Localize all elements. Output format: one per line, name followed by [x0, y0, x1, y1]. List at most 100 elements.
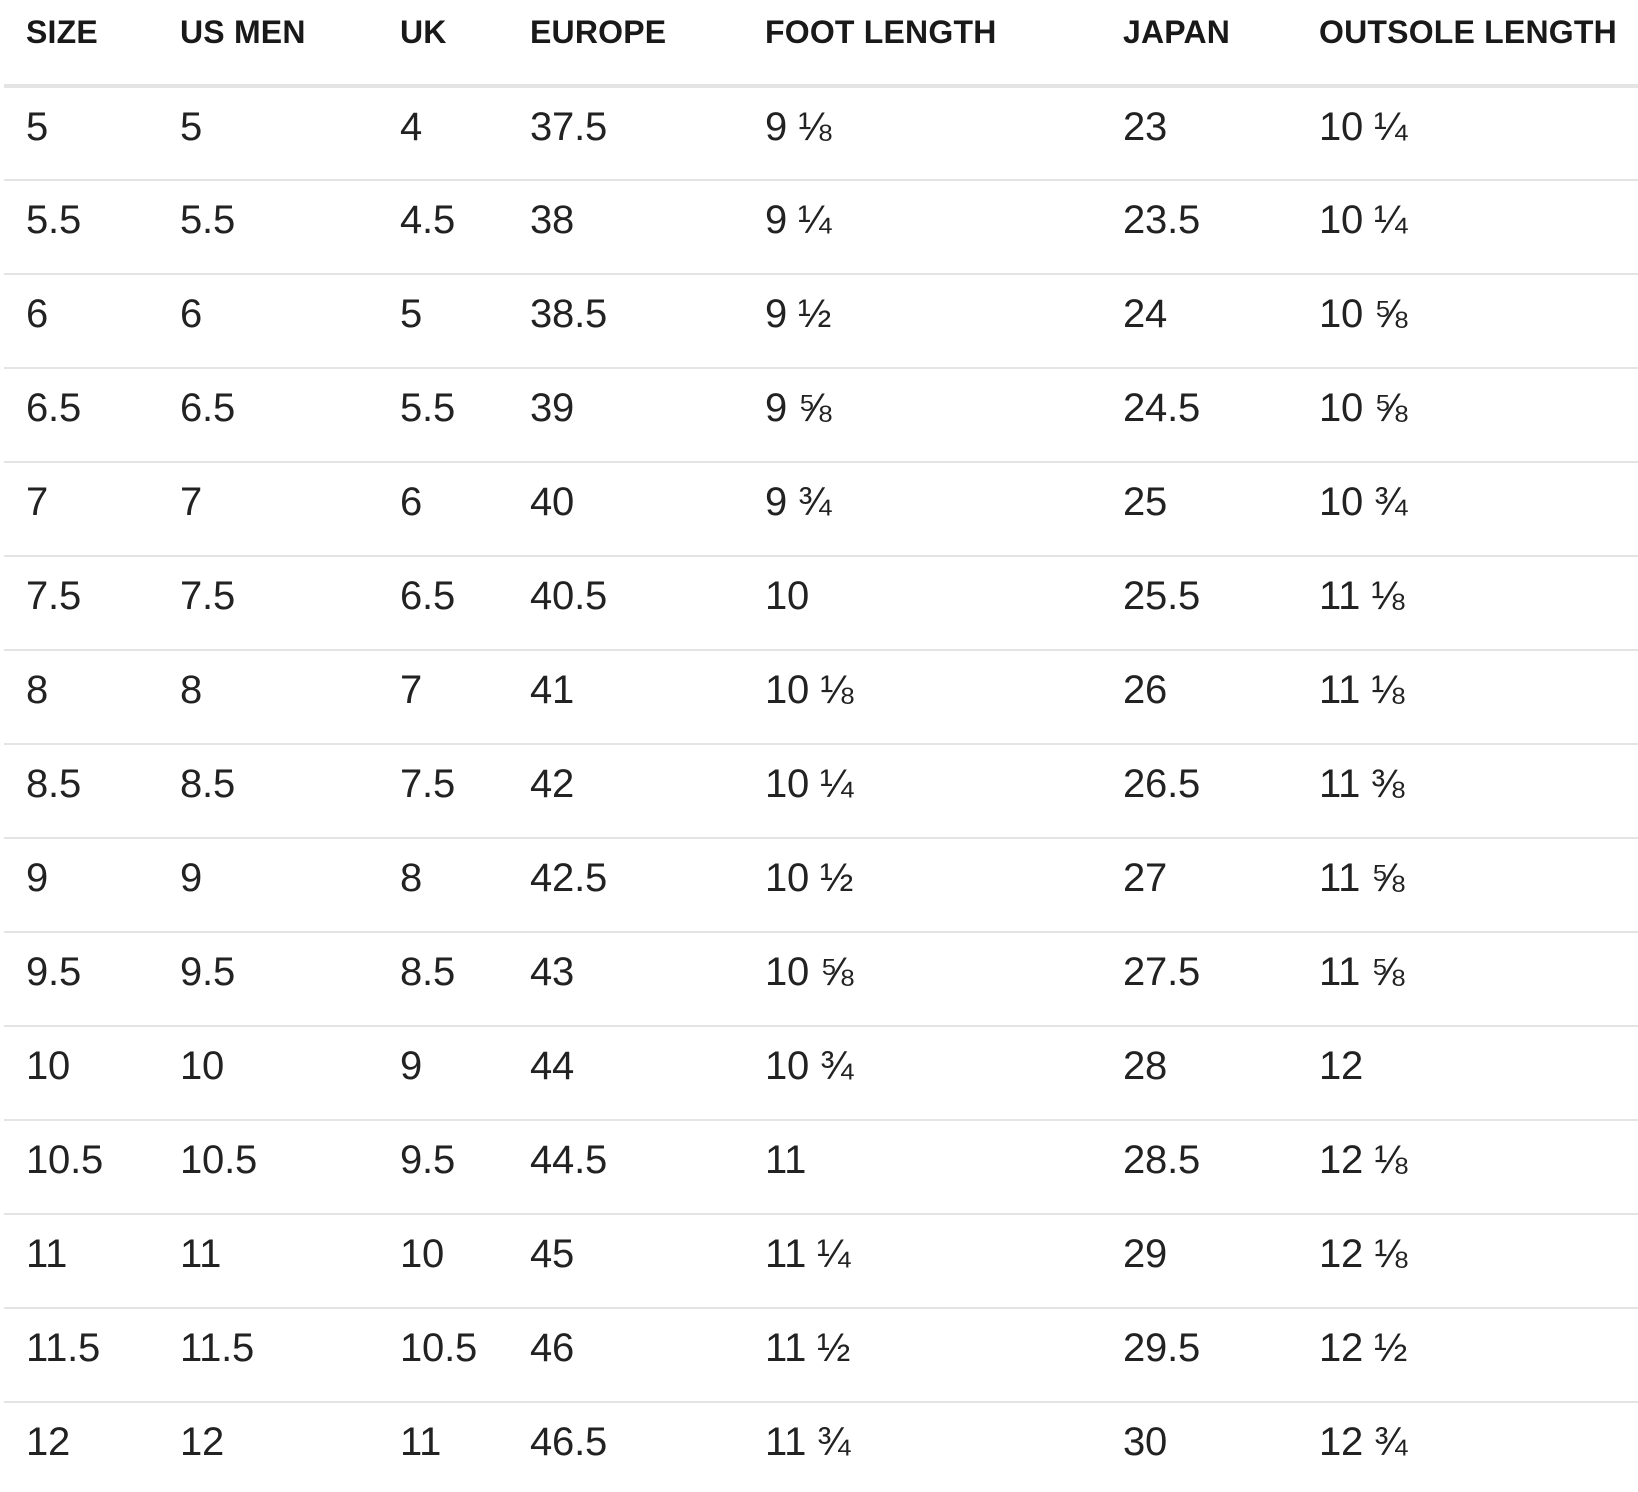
table-cell-japan: 28.5	[1123, 1120, 1319, 1215]
table-cell-uk: 6.5	[400, 556, 530, 651]
table-cell-outsole-length: 10 ⅝	[1319, 368, 1638, 463]
table-cell-uk: 8.5	[400, 932, 530, 1027]
table-cell-foot-length: 11 ¼	[765, 1214, 1123, 1309]
table-cell-us-men: 7.5	[180, 556, 400, 651]
column-header-outsole-length: OUTSOLE LENGTH	[1319, 0, 1638, 88]
table-cell-us-men: 12	[180, 1402, 400, 1492]
table-cell-foot-length: 11 ½	[765, 1308, 1123, 1403]
table-cell-europe: 40	[530, 462, 765, 557]
table-row: 7 7 6 40 9 ¾ 25 10 ¾	[4, 462, 1638, 557]
table-cell-foot-length: 9 ⅝	[765, 368, 1123, 463]
table-cell-us-men: 8	[180, 650, 400, 745]
table-cell-us-men: 11	[180, 1214, 400, 1309]
table-cell-japan: 27.5	[1123, 932, 1319, 1027]
table-row: 6.5 6.5 5.5 39 9 ⅝ 24.5 10 ⅝	[4, 368, 1638, 463]
column-header-foot-length: FOOT LENGTH	[765, 0, 1123, 88]
table-cell-foot-length: 10 ⅛	[765, 650, 1123, 745]
table-cell-size: 10	[4, 1026, 180, 1121]
table-cell-size: 7.5	[4, 556, 180, 651]
size-conversion-table: SIZE US MEN UK EUROPE FOOT LENGTH JAPAN OUTSOL…	[4, 0, 1638, 1492]
table-cell-japan: 29	[1123, 1214, 1319, 1309]
table-row: 8 8 7 41 10 ⅛ 26 11 ⅛	[4, 650, 1638, 745]
table-cell-us-men: 5	[180, 86, 400, 181]
table-cell-europe: 46.5	[530, 1402, 765, 1492]
table-cell-outsole-length: 12 ¾	[1319, 1402, 1638, 1492]
table-header: SIZE US MEN UK EUROPE FOOT LENGTH JAPAN OUTSOL…	[4, 0, 1638, 88]
table-cell-japan: 23.5	[1123, 180, 1319, 275]
table-cell-japan: 25.5	[1123, 556, 1319, 651]
table-cell-uk: 6	[400, 462, 530, 557]
table-cell-uk: 7	[400, 650, 530, 745]
table-cell-europe: 43	[530, 932, 765, 1027]
table-cell-japan: 23	[1123, 86, 1319, 181]
table-row: 8.5 8.5 7.5 42 10 ¼ 26.5 11 ⅜	[4, 744, 1638, 839]
table-cell-europe: 40.5	[530, 556, 765, 651]
table-cell-foot-length: 10 ½	[765, 838, 1123, 933]
table-cell-outsole-length: 12 ½	[1319, 1308, 1638, 1403]
table-cell-japan: 29.5	[1123, 1308, 1319, 1403]
table-cell-size: 11	[4, 1214, 180, 1309]
table-cell-europe: 39	[530, 368, 765, 463]
table-cell-foot-length: 9 ½	[765, 274, 1123, 369]
table-cell-japan: 24	[1123, 274, 1319, 369]
table-cell-uk: 9.5	[400, 1120, 530, 1215]
table-cell-outsole-length: 10 ⅝	[1319, 274, 1638, 369]
table-cell-japan: 28	[1123, 1026, 1319, 1121]
table-cell-uk: 4.5	[400, 180, 530, 275]
table-cell-us-men: 9.5	[180, 932, 400, 1027]
table-cell-foot-length: 10 ¼	[765, 744, 1123, 839]
table-cell-uk: 11	[400, 1402, 530, 1492]
table-cell-outsole-length: 11 ⅛	[1319, 650, 1638, 745]
table-cell-uk: 5	[400, 274, 530, 369]
table-cell-europe: 44.5	[530, 1120, 765, 1215]
table-cell-japan: 27	[1123, 838, 1319, 933]
column-header-uk: UK	[400, 0, 530, 88]
table-cell-japan: 25	[1123, 462, 1319, 557]
table-cell-us-men: 10.5	[180, 1120, 400, 1215]
table-cell-size: 8.5	[4, 744, 180, 839]
table-cell-europe: 42	[530, 744, 765, 839]
table-cell-us-men: 11.5	[180, 1308, 400, 1403]
table-cell-uk: 10	[400, 1214, 530, 1309]
table-cell-europe: 38.5	[530, 274, 765, 369]
table-cell-size: 9.5	[4, 932, 180, 1027]
table-cell-size: 6.5	[4, 368, 180, 463]
header-row: SIZE US MEN UK EUROPE FOOT LENGTH JAPAN OUTSOL…	[4, 0, 1638, 88]
table-cell-us-men: 5.5	[180, 180, 400, 275]
table-cell-japan: 30	[1123, 1402, 1319, 1492]
table-cell-size: 12	[4, 1402, 180, 1492]
table-cell-japan: 24.5	[1123, 368, 1319, 463]
table-cell-foot-length: 9 ¾	[765, 462, 1123, 557]
table-cell-outsole-length: 12 ⅛	[1319, 1214, 1638, 1309]
table-cell-foot-length: 9 ⅛	[765, 86, 1123, 181]
table-cell-us-men: 6	[180, 274, 400, 369]
table-cell-us-men: 7	[180, 462, 400, 557]
table-cell-us-men: 8.5	[180, 744, 400, 839]
table-cell-europe: 46	[530, 1308, 765, 1403]
table-cell-size: 7	[4, 462, 180, 557]
table-cell-uk: 7.5	[400, 744, 530, 839]
table-cell-foot-length: 10 ¾	[765, 1026, 1123, 1121]
table-cell-uk: 5.5	[400, 368, 530, 463]
column-header-us-men: US MEN	[180, 0, 400, 88]
table-cell-us-men: 9	[180, 838, 400, 933]
table-cell-size: 5	[4, 86, 180, 181]
table-cell-foot-length: 9 ¼	[765, 180, 1123, 275]
table-cell-europe: 37.5	[530, 86, 765, 181]
table-cell-uk: 9	[400, 1026, 530, 1121]
table-cell-outsole-length: 10 ¼	[1319, 86, 1638, 181]
table-cell-outsole-length: 11 ⅛	[1319, 556, 1638, 651]
table-row: 11 11 10 45 11 ¼ 29 12 ⅛	[4, 1214, 1638, 1309]
table-cell-europe: 44	[530, 1026, 765, 1121]
table-cell-size: 9	[4, 838, 180, 933]
table-cell-outsole-length: 10 ¼	[1319, 180, 1638, 275]
table-cell-foot-length: 11	[765, 1120, 1123, 1215]
table-cell-europe: 41	[530, 650, 765, 745]
table-cell-size: 10.5	[4, 1120, 180, 1215]
table-row: 10.5 10.5 9.5 44.5 11 28.5 12 ⅛	[4, 1120, 1638, 1215]
table-cell-size: 5.5	[4, 180, 180, 275]
table-cell-size: 11.5	[4, 1308, 180, 1403]
table-cell-foot-length: 10 ⅝	[765, 932, 1123, 1027]
